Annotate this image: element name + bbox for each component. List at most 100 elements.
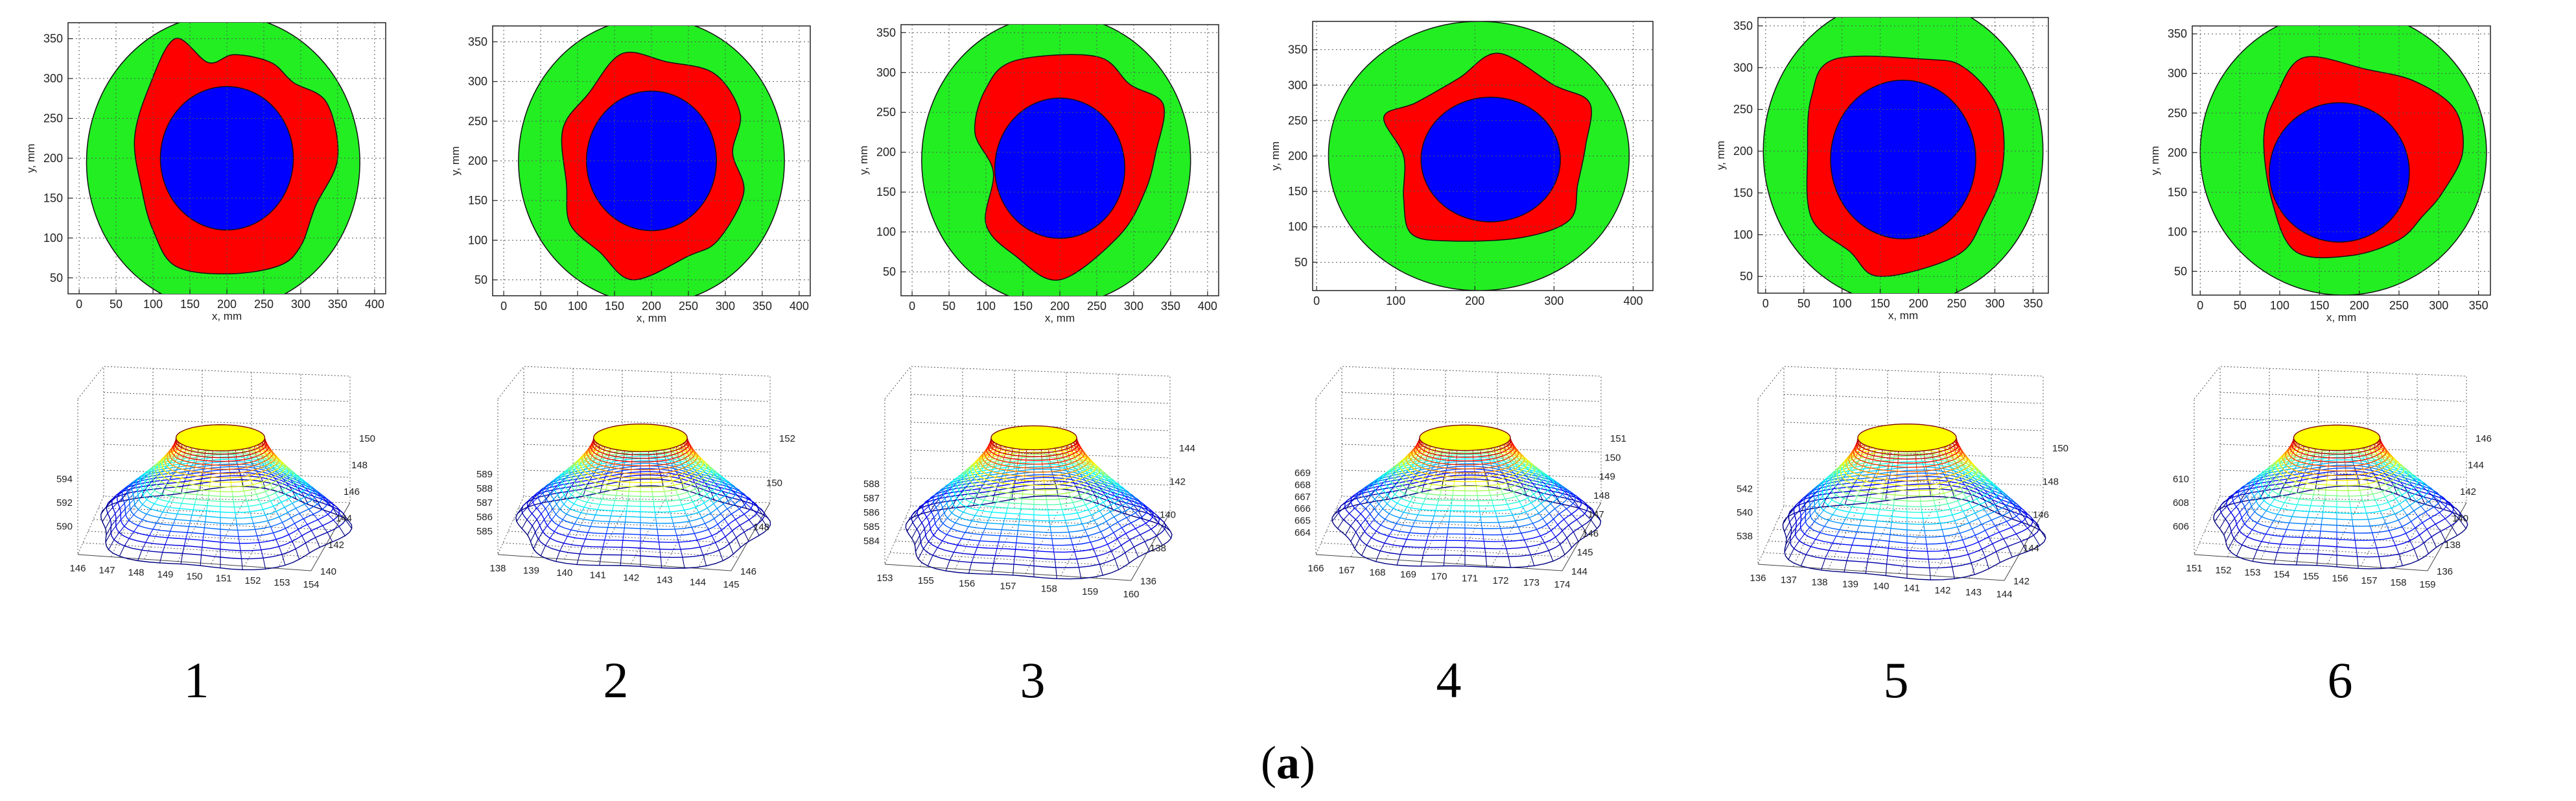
surface-meridian bbox=[102, 512, 108, 522]
surface-meridian bbox=[708, 529, 712, 536]
x-tick-label: 200 bbox=[642, 300, 661, 313]
y-tick-label: 146 bbox=[2033, 510, 2049, 521]
surface-meridian bbox=[963, 507, 968, 513]
surface-meridian bbox=[322, 525, 328, 533]
surface-meridian bbox=[1800, 521, 1806, 528]
surface-meridian bbox=[183, 493, 186, 499]
surface-meridian bbox=[243, 490, 246, 496]
x-tick-label: 250 bbox=[1087, 300, 1107, 313]
surface-meridian bbox=[281, 502, 285, 508]
surface-meridian bbox=[1500, 489, 1503, 495]
surface-meridian bbox=[264, 514, 268, 521]
surface-meridian bbox=[2305, 517, 2308, 524]
surface-meridian bbox=[662, 486, 665, 492]
surface-meridian bbox=[1935, 505, 1938, 512]
floor-grid-line bbox=[1768, 540, 2020, 554]
x-tick-label: 200 bbox=[217, 298, 237, 311]
surface-meridian bbox=[1967, 484, 1971, 490]
surface-meridian bbox=[1512, 514, 1516, 521]
surface-meridian bbox=[125, 508, 131, 515]
surface-top-disc bbox=[990, 425, 1077, 451]
y-tick-label: 150 bbox=[359, 433, 375, 444]
surface-meridian bbox=[1849, 545, 1853, 553]
surface-meridian bbox=[137, 550, 143, 561]
surface-meridian bbox=[1559, 513, 1565, 520]
surface-meridian bbox=[150, 503, 155, 509]
surface-meridian bbox=[1366, 495, 1372, 503]
surface-ring bbox=[1825, 460, 1995, 513]
surface-meridian bbox=[1478, 505, 1481, 512]
surface-meridian bbox=[120, 508, 126, 514]
surface-meridian bbox=[1790, 527, 1796, 535]
surface-meridian bbox=[142, 499, 147, 505]
surface-meridian bbox=[694, 488, 699, 494]
surface-meridian bbox=[1978, 542, 1982, 549]
surface-meridian bbox=[1976, 499, 1981, 505]
x-tick-label: 144 bbox=[690, 577, 706, 588]
surface-meridian bbox=[1046, 499, 1048, 505]
surface-top-disc bbox=[593, 424, 688, 452]
surface-meridian bbox=[701, 518, 706, 524]
surface-meridian bbox=[954, 490, 959, 495]
surface-meridian bbox=[1796, 515, 1801, 522]
surface-meridian bbox=[2348, 490, 2350, 496]
surface-meridian bbox=[929, 517, 935, 523]
surface-meridian bbox=[233, 507, 236, 513]
surface-meridian bbox=[115, 508, 121, 514]
z-tick-label: 665 bbox=[1294, 516, 1311, 527]
surface-meridian bbox=[657, 461, 659, 466]
surface-meridian bbox=[688, 521, 692, 528]
surface-meridian bbox=[918, 548, 924, 560]
surface-meridian bbox=[971, 515, 976, 521]
y-tick-label: 147 bbox=[1588, 509, 1604, 520]
surface-meridian bbox=[115, 514, 121, 520]
surface-meridian bbox=[677, 474, 681, 479]
surface-meridian bbox=[749, 520, 755, 527]
surface-meridian bbox=[1140, 534, 1145, 542]
surface-meridian bbox=[1881, 455, 1884, 459]
surface-meridian bbox=[972, 497, 976, 506]
y-tick-label: 150 bbox=[1288, 185, 1307, 198]
surface-meridian bbox=[1938, 517, 1941, 524]
y-tick-label: 250 bbox=[876, 106, 896, 119]
y-tick-label: 140 bbox=[320, 566, 336, 577]
surface-meridian bbox=[170, 525, 173, 532]
x-tick-label: 400 bbox=[790, 300, 809, 313]
surface-meridian bbox=[1126, 517, 1132, 523]
y-tick-label: 152 bbox=[779, 433, 795, 444]
y-tick-label: 300 bbox=[468, 75, 487, 88]
surface-meridian bbox=[290, 518, 295, 524]
surface-meridian bbox=[672, 481, 675, 486]
surface-meridian bbox=[252, 461, 254, 466]
surface-meridian bbox=[684, 510, 687, 516]
y-axis-label: y, mm bbox=[2149, 146, 2161, 175]
surface-meridian bbox=[711, 535, 716, 543]
y-tick-label: 250 bbox=[43, 112, 63, 125]
surface-meridian bbox=[1345, 525, 1352, 536]
surface-meridian bbox=[1857, 490, 1861, 497]
surface-meridian bbox=[609, 451, 611, 455]
surface-meridian bbox=[1421, 477, 1425, 483]
surface-meridian bbox=[994, 490, 996, 496]
surface-meridian bbox=[1442, 477, 1445, 481]
region-map-panel-1: 0 50 100 150 200 250 300 350 4005010015020025030… bbox=[25, 22, 386, 322]
surface-meridian bbox=[1379, 490, 1384, 496]
x-tick-label: 171 bbox=[1462, 573, 1478, 584]
surface-meridian bbox=[1981, 549, 1986, 558]
surface-meridian bbox=[169, 475, 172, 480]
x-tick-label: 300 bbox=[1544, 294, 1563, 307]
surface-meridian bbox=[268, 496, 271, 501]
surface-meridian bbox=[1486, 481, 1488, 486]
surface-meridian bbox=[1103, 502, 1107, 507]
surface-meridian bbox=[1945, 449, 1947, 454]
surface-meridian bbox=[273, 506, 277, 512]
surface-meridian bbox=[187, 471, 190, 475]
surface-meridian bbox=[710, 492, 715, 500]
surface-meridian bbox=[1800, 515, 1806, 522]
surface-ring bbox=[572, 448, 711, 493]
surface-meridian bbox=[191, 509, 194, 516]
x-tick-label: 167 bbox=[1339, 565, 1355, 576]
surface-meridian bbox=[167, 480, 171, 485]
surface-meridian bbox=[2323, 506, 2324, 512]
surface-ring bbox=[126, 466, 323, 531]
